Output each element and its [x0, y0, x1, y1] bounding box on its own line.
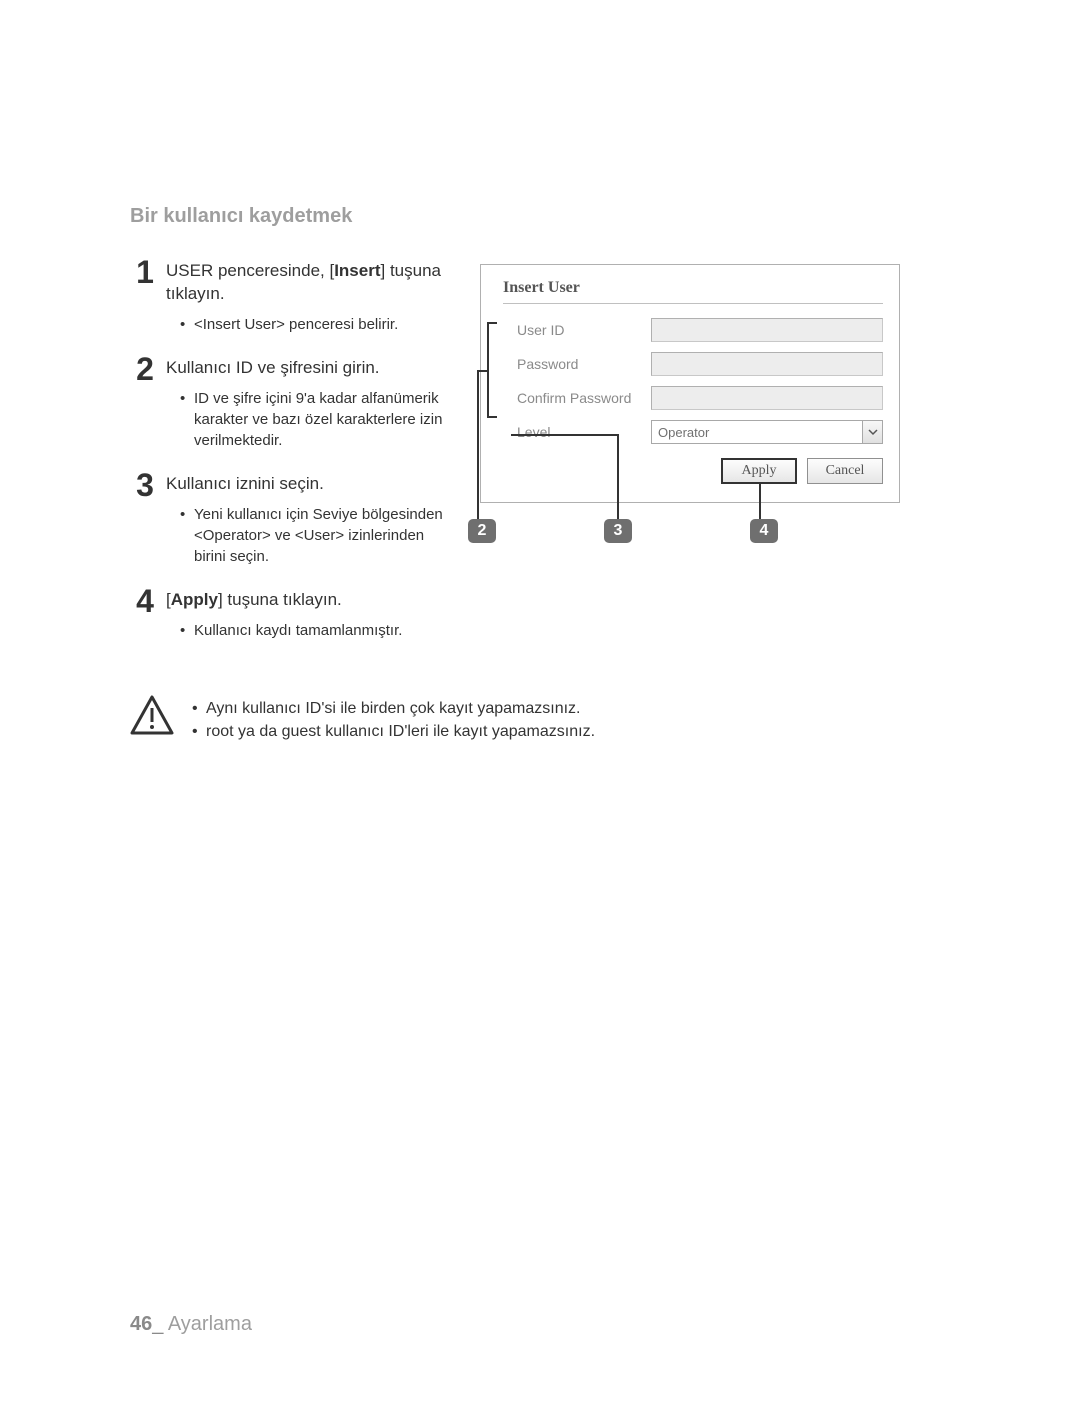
step-bullet-item: ID ve şifre içini 9'a kadar alfanümerik …: [180, 388, 450, 451]
warning-icon: [130, 695, 174, 735]
form-row-password: Password: [497, 352, 883, 376]
warning-list: Aynı kullanıcı ID'si ile birden çok kayı…: [192, 695, 595, 743]
step-title-post: ] tuşuna tıklayın.: [218, 590, 342, 609]
step-number: 3: [130, 469, 160, 571]
page-number: 46: [130, 1313, 152, 1335]
label-userid: User ID: [511, 322, 651, 338]
step-title-bold: Apply: [171, 590, 218, 609]
input-password[interactable]: [651, 352, 883, 376]
form-area: User ID Password Confirm Password L: [497, 318, 883, 444]
label-confirm: Confirm Password: [511, 390, 651, 406]
label-level: Level: [511, 424, 651, 440]
step-number: 4: [130, 585, 160, 645]
step-bullets: <Insert User> penceresi belirir.: [166, 314, 450, 335]
cancel-button[interactable]: Cancel: [807, 458, 883, 484]
step-bullets: ID ve şifre içini 9'a kadar alfanümerik …: [166, 388, 450, 451]
step-body: [Apply] tuşuna tıklayın. Kullanıcı kaydı…: [166, 585, 450, 645]
page-footer: 46_ Ayarlama: [130, 1313, 252, 1336]
step-title: Kullanıcı ID ve şifresini girin.: [166, 357, 450, 380]
chevron-down-icon[interactable]: [863, 420, 883, 444]
step-body: USER penceresinde, [Insert] tuşuna tıkla…: [166, 256, 450, 339]
step-bullet-item: Kullanıcı kaydı tamamlanmıştır.: [180, 620, 450, 641]
page-content: Bir kullanıcı kaydetmek 1 USER penceresi…: [130, 205, 950, 743]
leader-line-3h: [511, 434, 619, 436]
window-title: Insert User: [503, 279, 883, 304]
step-body: Kullanıcı iznini seçin. Yeni kullanıcı i…: [166, 469, 450, 571]
steps-column: 1 USER penceresinde, [Insert] tuşuna tık…: [130, 256, 450, 659]
callout-3: 3: [604, 519, 632, 543]
step-bullet-item: Yeni kullanıcı için Seviye bölgesinden <…: [180, 504, 450, 567]
step-number: 2: [130, 353, 160, 455]
apply-button[interactable]: Apply: [721, 458, 797, 484]
leader-bracket-2: [479, 322, 497, 418]
screenshot-column: Insert User User ID Password Confirm Pas…: [480, 256, 950, 659]
form-row-level: Level Operator: [497, 420, 883, 444]
footer-label: Ayarlama: [168, 1313, 252, 1335]
form-row-confirm: Confirm Password: [497, 386, 883, 410]
step-bullets: Kullanıcı kaydı tamamlanmıştır.: [166, 620, 450, 641]
step-title: [Apply] tuşuna tıklayın.: [166, 589, 450, 612]
select-level-value: Operator: [651, 420, 863, 444]
insert-user-window: Insert User User ID Password Confirm Pas…: [480, 264, 900, 503]
button-row: Apply Cancel: [497, 458, 883, 484]
step-4: 4 [Apply] tuşuna tıklayın. Kullanıcı kay…: [130, 585, 450, 645]
step-title-bold: Insert: [334, 261, 380, 280]
input-userid[interactable]: [651, 318, 883, 342]
step-3: 3 Kullanıcı iznini seçin. Yeni kullanıcı…: [130, 469, 450, 571]
warning-item: root ya da guest kullanıcı ID'leri ile k…: [192, 720, 595, 743]
footer-sep: _: [152, 1313, 163, 1335]
label-password: Password: [511, 356, 651, 372]
form-row-userid: User ID: [497, 318, 883, 342]
section-title: Bir kullanıcı kaydetmek: [130, 205, 950, 228]
step-title: USER penceresinde, [Insert] tuşuna tıkla…: [166, 260, 450, 306]
step-1: 1 USER penceresinde, [Insert] tuşuna tık…: [130, 256, 450, 339]
leader-line-2: [477, 370, 479, 526]
step-title: Kullanıcı iznini seçin.: [166, 473, 450, 496]
step-number: 1: [130, 256, 160, 339]
step-body: Kullanıcı ID ve şifresini girin. ID ve ş…: [166, 353, 450, 455]
warning-block: Aynı kullanıcı ID'si ile birden çok kayı…: [130, 695, 950, 743]
two-column-layout: 1 USER penceresinde, [Insert] tuşuna tık…: [130, 256, 950, 659]
input-confirm[interactable]: [651, 386, 883, 410]
select-level[interactable]: Operator: [651, 420, 883, 444]
callout-4: 4: [750, 519, 778, 543]
callout-2: 2: [468, 519, 496, 543]
step-2: 2 Kullanıcı ID ve şifresini girin. ID ve…: [130, 353, 450, 455]
warning-item: Aynı kullanıcı ID'si ile birden çok kayı…: [192, 697, 595, 720]
step-bullets: Yeni kullanıcı için Seviye bölgesinden <…: [166, 504, 450, 567]
callout-row: 2 3 4: [480, 499, 950, 549]
step-bullet-item: <Insert User> penceresi belirir.: [180, 314, 450, 335]
step-title-pre: USER penceresinde, [: [166, 261, 334, 280]
